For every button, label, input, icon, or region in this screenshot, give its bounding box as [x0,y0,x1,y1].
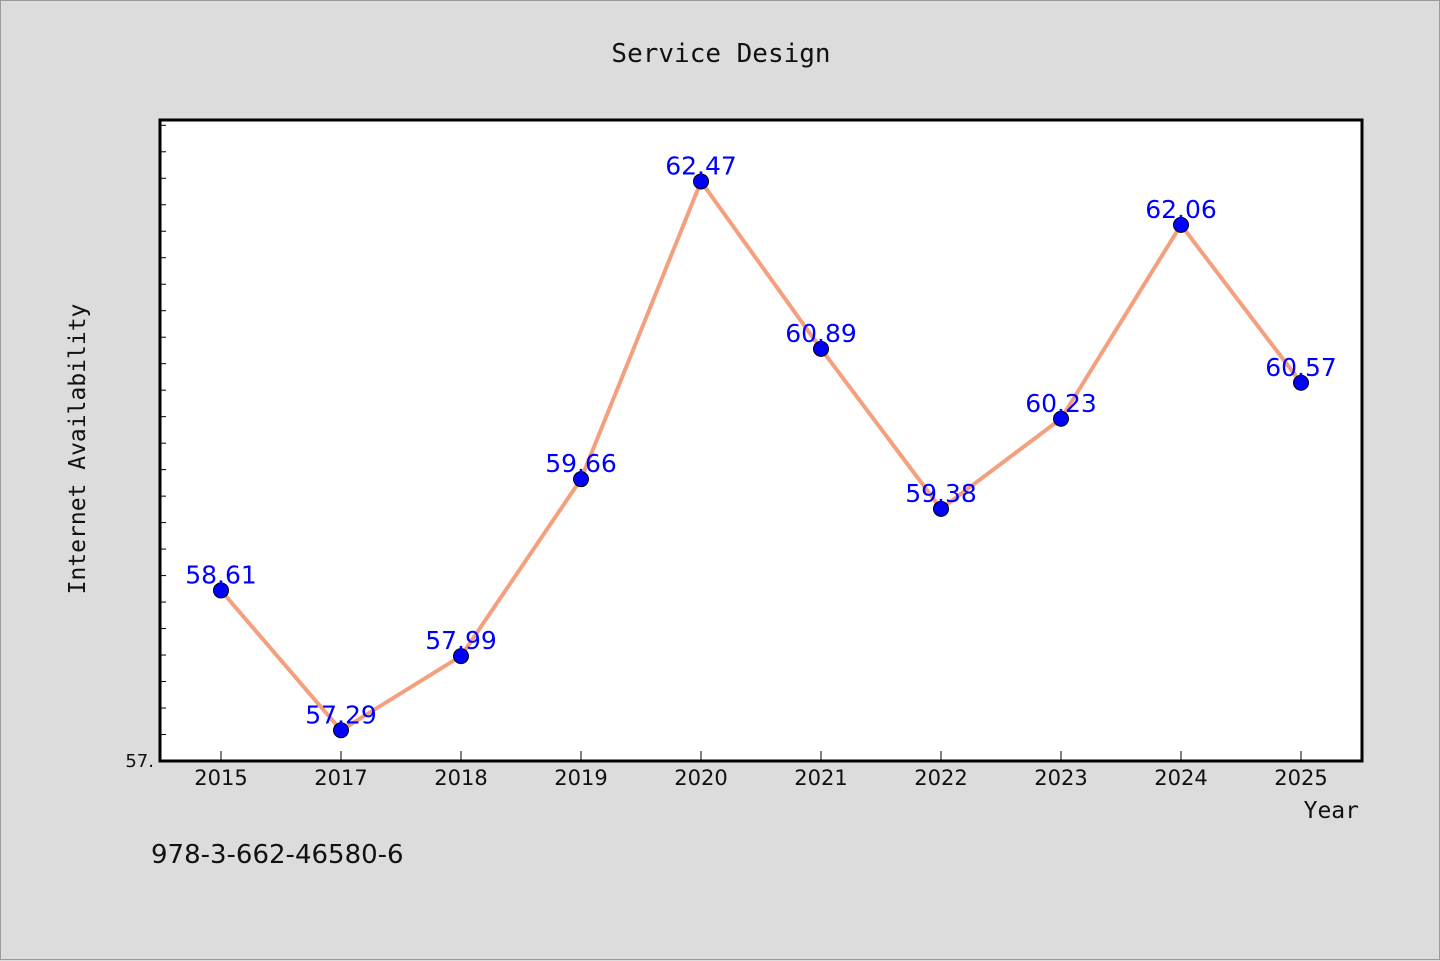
series-line [219,179,1303,733]
data-label: 60.57 [1265,353,1337,382]
x-tick-label: 2023 [1034,766,1087,790]
x-tick-label: 2020 [674,766,727,790]
data-label: 57.29 [305,700,377,729]
data-point [1173,216,1189,233]
data-labels: 58.61 57.29 57.99 59.66 62.47 60.89 59.38 60.23… [185,151,1337,729]
y-axis-tick-labels: 57. [125,751,154,772]
data-point [453,648,469,665]
y-tick-label: 57. [125,751,154,772]
data-label: 58.61 [185,560,257,589]
data-point [693,173,709,190]
data-label: 59.66 [545,449,617,478]
y-axis-label: Internet Availability [65,304,91,595]
data-label: 59.38 [905,479,977,508]
data-point [933,500,949,517]
data-label: 57.99 [425,626,497,655]
x-tick-label: 2017 [314,766,367,790]
data-label: 60.23 [1025,389,1097,418]
x-axis-label: Year [1304,798,1359,824]
data-markers [213,173,1309,739]
data-point [213,582,229,599]
x-tick-label: 2018 [434,766,487,790]
data-label: 62.06 [1145,195,1217,224]
x-tick-label: 2025 [1274,766,1327,790]
chart-title: Service Design [611,39,830,69]
x-tick-label: 2021 [794,766,847,790]
data-point [333,722,349,739]
x-tick-label: 2015 [194,766,247,790]
x-tick-label: 2024 [1154,766,1207,790]
x-tick-label: 2022 [914,766,967,790]
data-point [1293,374,1309,391]
data-point [813,340,829,357]
y-axis-minor-ticks [160,124,166,762]
data-point [1053,410,1069,427]
x-axis-tick-labels: 2015 2017 2018 2019 2020 2021 2022 2023 2024 2025 [194,766,1327,790]
data-point [573,471,589,488]
x-axis-ticks [220,751,1302,761]
footnote: 978-3-662-46580-6 [151,840,404,870]
data-label: 60.89 [785,319,857,348]
x-tick-label: 2019 [554,766,607,790]
data-label: 62.47 [665,151,737,180]
plot-area [158,118,1364,763]
